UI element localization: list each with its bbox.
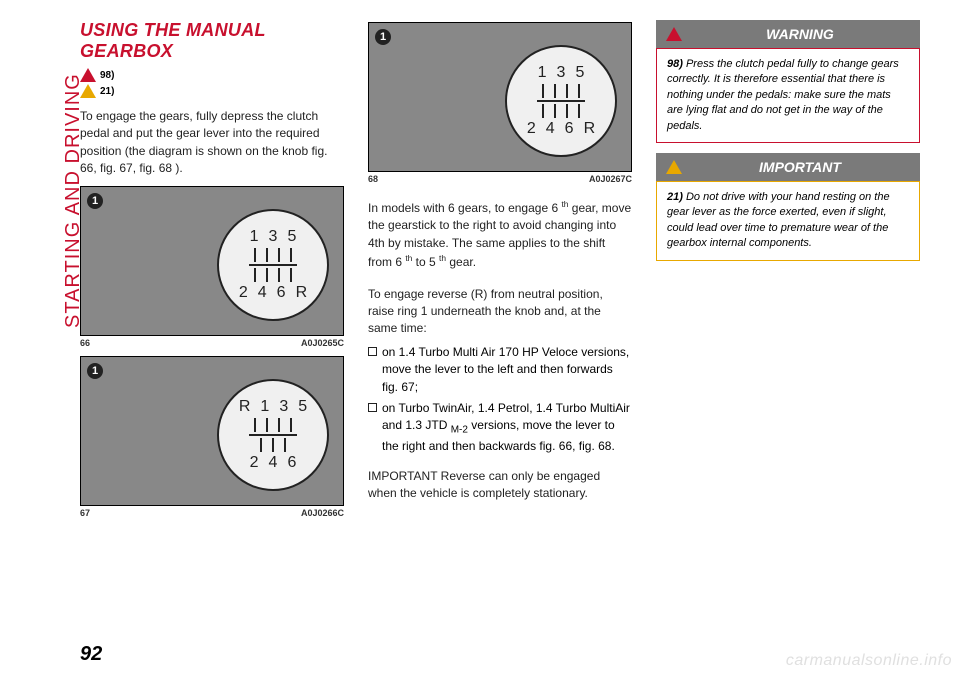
column-2: 1 135 246R 68 A0J0267C In models with 6 … <box>368 20 632 630</box>
important-ref-label: 21) <box>100 86 114 97</box>
warning-ref-label: 98) <box>100 70 114 81</box>
gear-pattern-67: R135 246 <box>239 398 307 471</box>
page: STARTING AND DRIVING USING THE MANUAL GE… <box>0 0 960 678</box>
figure-68-detail: 135 246R <box>505 45 617 157</box>
page-number: 92 <box>80 643 102 666</box>
figure-67-callout: 1 <box>87 363 103 379</box>
column-3: WARNING 98) Press the clutch pedal fully… <box>656 20 920 630</box>
watermark: carmanualsonline.info <box>786 652 952 670</box>
figure-67-num: 67 <box>80 508 90 518</box>
warning-triangle-icon <box>666 27 682 41</box>
bullet-1: on 1.4 Turbo Multi Air 170 HP Veloce ver… <box>368 344 632 396</box>
warning-body-text: Press the clutch pedal fully to change g… <box>667 58 899 132</box>
paragraph-3: To engage reverse (R) from neutral posit… <box>368 286 632 338</box>
figure-67: 1 R135 246 <box>80 356 344 506</box>
figure-67-code: A0J0266C <box>301 508 344 518</box>
content-columns: USING THE MANUAL GEARBOX 98) 21) To enga… <box>80 20 920 630</box>
important-body-text: Do not drive with your hand resting on t… <box>667 191 890 249</box>
paragraph-4: IMPORTANT Reverse can only be engaged wh… <box>368 468 632 503</box>
important-header-text: IMPORTANT <box>690 159 910 175</box>
figure-67-caption: 67 A0J0266C <box>80 508 344 518</box>
important-body: 21) Do not drive with your hand resting … <box>656 181 920 261</box>
gear-pattern-66: 135 246R <box>239 228 307 301</box>
warning-ref-line: 98) <box>80 68 344 82</box>
warning-body: 98) Press the clutch pedal fully to chan… <box>656 48 920 143</box>
important-header: IMPORTANT <box>656 153 920 181</box>
figure-66-caption: 66 A0J0265C <box>80 338 344 348</box>
warning-header: WARNING <box>656 20 920 48</box>
figure-68-code: A0J0267C <box>589 174 632 184</box>
bullet-2-text: on Turbo TwinAir, 1.4 Petrol, 1.4 Turbo … <box>382 400 632 456</box>
warning-body-ref: 98) <box>667 58 683 70</box>
warning-header-text: WARNING <box>690 26 910 42</box>
figure-68-callout: 1 <box>375 29 391 45</box>
paragraph-1: To engage the gears, fully depress the c… <box>80 108 344 178</box>
figure-68-caption: 68 A0J0267C <box>368 174 632 184</box>
paragraph-2: In models with 6 gears, to engage 6 th g… <box>368 198 632 272</box>
figure-68-num: 68 <box>368 174 378 184</box>
bullet-icon <box>368 403 377 412</box>
figure-66-num: 66 <box>80 338 90 348</box>
bullet-1-text: on 1.4 Turbo Multi Air 170 HP Veloce ver… <box>382 344 632 396</box>
figure-66-detail: 135 246R <box>217 209 329 321</box>
figure-68: 1 135 246R <box>368 22 632 172</box>
bullet-2: on Turbo TwinAir, 1.4 Petrol, 1.4 Turbo … <box>368 400 632 456</box>
figure-66-code: A0J0265C <box>301 338 344 348</box>
section-title: USING THE MANUAL GEARBOX <box>80 20 344 62</box>
column-1: USING THE MANUAL GEARBOX 98) 21) To enga… <box>80 20 344 630</box>
bullet-icon <box>368 347 377 356</box>
important-ref-line: 21) <box>80 84 344 98</box>
gear-pattern-68: 135 246R <box>527 64 595 137</box>
figure-67-detail: R135 246 <box>217 379 329 491</box>
important-body-ref: 21) <box>667 191 683 203</box>
figure-66: 1 135 246R <box>80 186 344 336</box>
important-triangle-icon <box>666 160 682 174</box>
figure-66-callout: 1 <box>87 193 103 209</box>
